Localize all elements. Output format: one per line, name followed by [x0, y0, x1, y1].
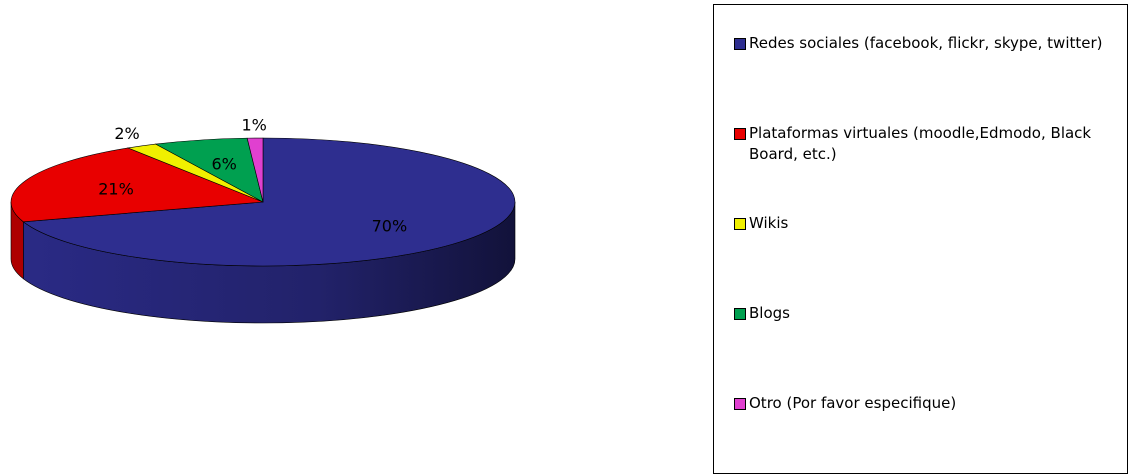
legend-swatch — [734, 398, 746, 410]
pie-slice-label: 70% — [372, 216, 408, 235]
pie-tops — [10, 137, 516, 267]
pie-slice-label: 2% — [114, 124, 139, 143]
legend-label: Otro (Por favor especifique) — [749, 394, 957, 412]
pie-chart-area: 70% 21% 2% 6% 1% — [10, 115, 516, 324]
legend-label: Wikis — [749, 214, 789, 232]
legend-swatch — [734, 38, 746, 50]
legend-item: Blogs — [734, 303, 1119, 324]
pie-slice-label: 1% — [241, 115, 266, 134]
legend-swatch — [734, 218, 746, 230]
legend: Redes sociales (facebook, flickr, skype,… — [713, 4, 1128, 474]
legend-item: Redes sociales (facebook, flickr, skype,… — [734, 33, 1119, 54]
pie-slice-label: 21% — [98, 180, 134, 199]
pie-labels: 70% 21% 2% 6% 1% — [98, 115, 407, 235]
legend-item: Otro (Por favor especifique) — [734, 393, 1119, 414]
legend-swatch — [734, 128, 746, 140]
legend-label: Blogs — [749, 304, 790, 322]
pie-slice — [22, 137, 516, 267]
legend-item: Wikis — [734, 213, 1119, 234]
legend-item: Plataformas virtuales (moodle,Edmodo, Bl… — [734, 123, 1119, 165]
legend-swatch — [734, 308, 746, 320]
pie-chart: 70% 21% 2% 6% 1% — [10, 115, 516, 324]
legend-label: Redes sociales (facebook, flickr, skype,… — [749, 34, 1103, 52]
pie-slice-label: 6% — [211, 155, 236, 174]
pie-slice — [246, 137, 264, 203]
legend-label: Plataformas virtuales (moodle,Edmodo, Bl… — [749, 124, 1092, 163]
pie-slice — [10, 147, 264, 223]
